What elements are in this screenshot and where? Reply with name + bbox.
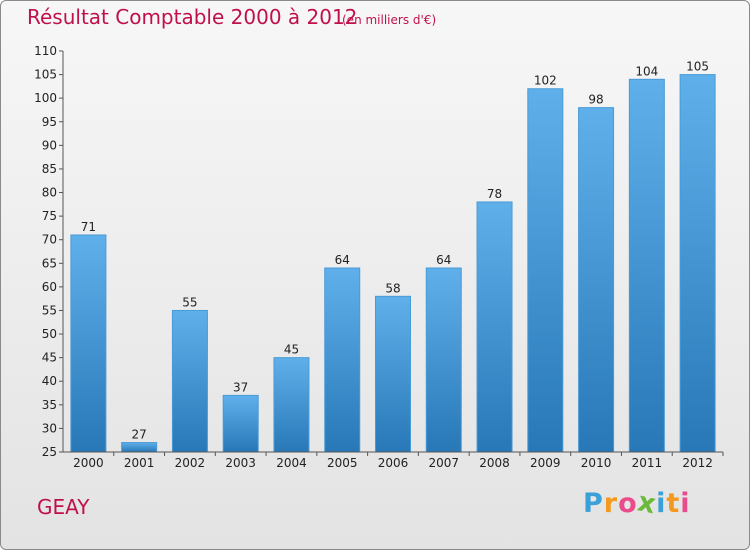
x-tick-label: 2009 bbox=[530, 456, 561, 470]
bar-2011[interactable] bbox=[628, 78, 665, 453]
value-label: 45 bbox=[284, 343, 299, 357]
y-tick-label: 70 bbox=[42, 233, 57, 247]
bar-2008[interactable] bbox=[476, 201, 513, 453]
x-tick-label: 2000 bbox=[73, 456, 104, 470]
value-label: 71 bbox=[81, 220, 96, 234]
x-axis: 2000 2001 2002 2003 2004 2005 2006 2007 2008 2009… bbox=[63, 451, 724, 470]
y-tick-label: 105 bbox=[34, 68, 57, 82]
y-tick-label: 50 bbox=[42, 327, 57, 341]
y-tick-label: 80 bbox=[42, 186, 57, 200]
logo-letter: o bbox=[618, 488, 638, 519]
y-tick-label: 90 bbox=[42, 138, 57, 152]
y-tick-label: 95 bbox=[42, 115, 57, 129]
value-label: 102 bbox=[534, 74, 557, 88]
bars-group bbox=[70, 74, 716, 453]
x-tick-label: 2011 bbox=[632, 456, 663, 470]
bar-2010[interactable] bbox=[578, 107, 615, 453]
logo-letter: i bbox=[680, 488, 691, 519]
bar-2004[interactable] bbox=[273, 357, 310, 453]
y-tick-label: 110 bbox=[34, 44, 57, 58]
value-labels: 71 27 55 37 45 64 58 64 78 102 98 104 105 bbox=[81, 60, 709, 442]
x-tick-label: 2004 bbox=[276, 456, 307, 470]
proxiti-logo[interactable]: Proxiti bbox=[583, 486, 691, 520]
x-tick-label: 2005 bbox=[327, 456, 358, 470]
x-tick-label: 2012 bbox=[682, 456, 713, 470]
value-label: 78 bbox=[487, 187, 502, 201]
value-label: 64 bbox=[335, 253, 350, 267]
y-tick-label: 60 bbox=[42, 280, 57, 294]
commune-name: GEAY bbox=[37, 495, 90, 519]
y-tick-label: 45 bbox=[42, 351, 57, 365]
y-tick-label: 55 bbox=[42, 303, 57, 317]
y-tick-label: 25 bbox=[42, 445, 57, 459]
bar-2001[interactable] bbox=[121, 442, 158, 453]
bar-2000[interactable] bbox=[70, 234, 107, 453]
logo-letter: r bbox=[603, 488, 619, 519]
value-label: 27 bbox=[132, 428, 147, 442]
y-tick-label: 85 bbox=[42, 162, 57, 176]
bar-2007[interactable] bbox=[425, 267, 462, 453]
chart-title: Résultat Comptable 2000 à 2012 bbox=[27, 5, 358, 29]
value-label: 98 bbox=[588, 93, 603, 107]
bar-2005[interactable] bbox=[324, 267, 361, 453]
logo-letter: i bbox=[656, 488, 667, 519]
y-axis: 25 30 35 40 45 50 55 60 65 70 75 80 85 90 95 100 105 110 bbox=[34, 44, 64, 459]
y-tick-label: 100 bbox=[34, 91, 57, 105]
x-tick-label: 2010 bbox=[581, 456, 612, 470]
x-tick-label: 2008 bbox=[479, 456, 510, 470]
bar-2012[interactable] bbox=[679, 74, 716, 453]
value-label: 105 bbox=[686, 60, 709, 74]
x-tick-label: 2002 bbox=[175, 456, 206, 470]
bar-2003[interactable] bbox=[222, 394, 259, 453]
y-tick-label: 65 bbox=[42, 256, 57, 270]
logo-letter: P bbox=[583, 488, 604, 519]
x-tick-label: 2006 bbox=[378, 456, 409, 470]
value-label: 58 bbox=[385, 281, 400, 295]
x-tick-label: 2001 bbox=[124, 456, 155, 470]
y-tick-label: 30 bbox=[42, 421, 57, 435]
value-label: 64 bbox=[436, 253, 451, 267]
y-tick-label: 35 bbox=[42, 398, 57, 412]
y-tick-label: 40 bbox=[42, 374, 57, 388]
value-label: 37 bbox=[233, 380, 248, 394]
bar-2002[interactable] bbox=[171, 309, 208, 453]
y-tick-label: 75 bbox=[42, 209, 57, 223]
bar-2009[interactable] bbox=[527, 88, 564, 453]
x-tick-label: 2007 bbox=[428, 456, 459, 470]
bar-2006[interactable] bbox=[375, 295, 411, 453]
value-label: 104 bbox=[635, 64, 658, 78]
x-tick-label: 2003 bbox=[225, 456, 256, 470]
logo-letter: t bbox=[666, 488, 681, 519]
chart-subtitle: (en milliers d'€) bbox=[342, 13, 437, 27]
value-label: 55 bbox=[182, 295, 197, 309]
